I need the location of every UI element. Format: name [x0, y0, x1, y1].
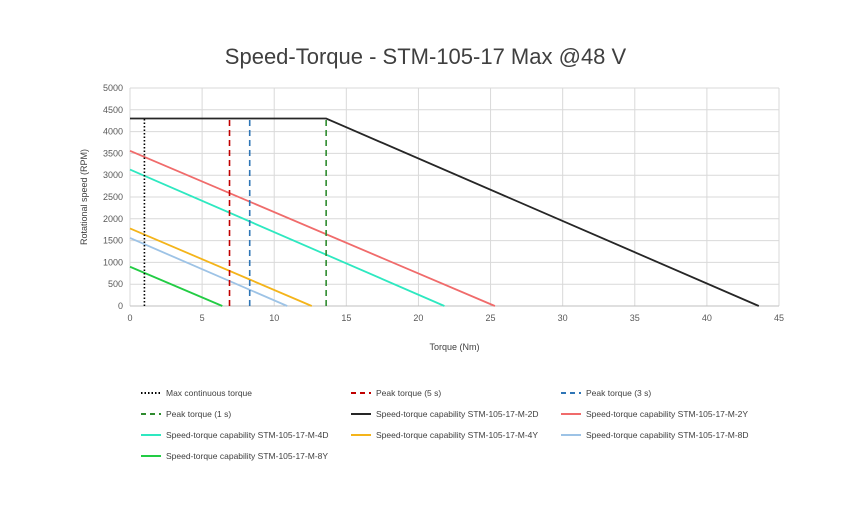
legend-item: Peak torque (1 s) [140, 409, 231, 419]
legend-swatch [350, 410, 372, 418]
legend-label: Speed-torque capability STM-105-17-M-8D [586, 430, 749, 440]
series-line-9 [129, 265, 223, 307]
x-tick-label: 35 [630, 313, 640, 323]
y-tick-label: 3000 [103, 170, 123, 180]
x-tick-label: 5 [200, 313, 205, 323]
legend-label: Max continuous torque [166, 388, 252, 398]
legend-label: Peak torque (1 s) [166, 409, 232, 419]
legend-label: Speed-torque capability STM-105-17-M-2D [376, 409, 539, 419]
legend-item: Max continuous torque [140, 388, 252, 398]
y-tick-label: 3500 [103, 148, 123, 158]
series-line-7 [129, 227, 313, 307]
x-tick-label: 0 [127, 313, 132, 323]
y-tick-label: 4500 [103, 105, 123, 115]
series-line-8 [129, 237, 288, 307]
series-layer [129, 117, 760, 307]
x-tick-label: 20 [413, 313, 423, 323]
y-tick-label: 2500 [103, 192, 123, 202]
y-tick-labels: 0 500 1000 1500 2000 2500 3000 3500 4000 4500 5000 [103, 83, 123, 311]
legend-item: Speed-torque capability STM-105-17-M-4D [140, 430, 329, 440]
x-tick-label: 40 [702, 313, 712, 323]
x-tick-label: 10 [269, 313, 279, 323]
x-tick-labels: 0 5 10 15 20 25 30 35 40 45 [127, 313, 784, 323]
x-tick-label: 15 [341, 313, 351, 323]
legend-item: Speed-torque capability STM-105-17-M-8D [560, 430, 749, 440]
legend-swatch [140, 452, 162, 460]
legend-item: Speed-torque capability STM-105-17-M-4Y [350, 430, 538, 440]
legend-item: Peak torque (3 s) [560, 388, 651, 398]
x-axis-label: Torque (Nm) [429, 342, 479, 352]
legend-item: Speed-torque capability STM-105-17-M-8Y [140, 451, 328, 461]
series-line-4 [130, 117, 760, 307]
chart-title: Speed-Torque - STM-105-17 Max @48 V [224, 44, 627, 69]
legend-label: Speed-torque capability STM-105-17-M-4D [166, 430, 329, 440]
legend-label: Peak torque (5 s) [376, 388, 442, 398]
legend-swatch [560, 410, 582, 418]
x-tick-label: 45 [774, 313, 784, 323]
legend-label: Speed-torque capability STM-105-17-M-2Y [586, 409, 749, 419]
plot-area: 0 5 10 15 20 25 30 35 40 45 0 500 1000 1500 2000 2500 3… [79, 83, 784, 352]
legend-swatch [560, 389, 582, 397]
legend-swatch [140, 431, 162, 439]
y-tick-label: 1000 [103, 257, 123, 267]
legend-item: Peak torque (5 s) [350, 388, 441, 398]
x-tick-label: 30 [558, 313, 568, 323]
y-tick-label: 1500 [103, 236, 123, 246]
legend-swatch [350, 389, 372, 397]
series-line-5 [129, 149, 496, 307]
y-tick-label: 2000 [103, 214, 123, 224]
legend-item: Speed-torque capability STM-105-17-M-2D [350, 409, 539, 419]
y-tick-label: 0 [118, 301, 123, 311]
legend-swatch [560, 431, 582, 439]
legend-label: Speed-torque capability STM-105-17-M-8Y [166, 451, 329, 461]
y-tick-label: 5000 [103, 83, 123, 93]
series-line-6 [129, 168, 445, 307]
x-tick-label: 25 [486, 313, 496, 323]
legend-label: Speed-torque capability STM-105-17-M-4Y [376, 430, 539, 440]
legend-swatch [350, 431, 372, 439]
legend-label: Peak torque (3 s) [586, 388, 652, 398]
legend-swatch [140, 410, 162, 418]
y-tick-label: 4000 [103, 127, 123, 137]
y-axis-label: Rotational speed (RPM) [79, 149, 89, 245]
legend-item: Speed-torque capability STM-105-17-M-2Y [560, 409, 748, 419]
gridlines [129, 87, 780, 307]
y-tick-label: 500 [108, 279, 123, 289]
legend-swatch [140, 389, 162, 397]
